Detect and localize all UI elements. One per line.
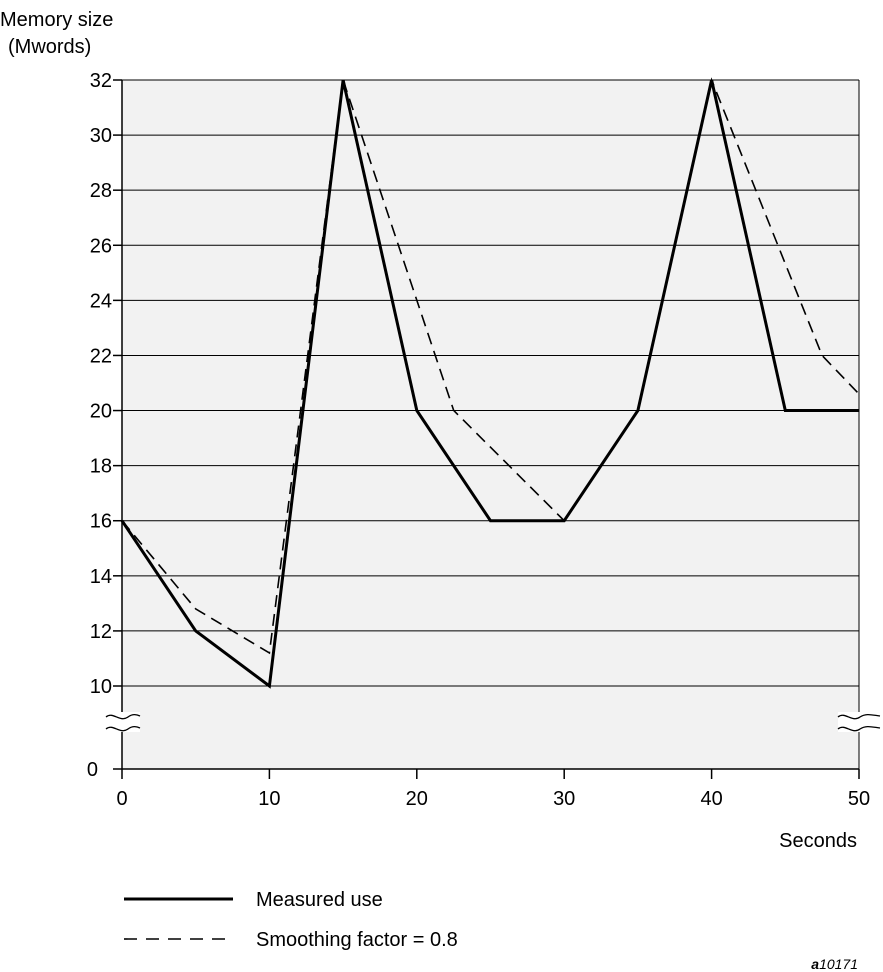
x-tick-labels: 0 10 20 30 40 50 [116, 769, 870, 810]
y-tick-label-28: 28 [90, 180, 112, 202]
y-tick-label-30: 30 [90, 125, 112, 147]
y-tick-label-26: 26 [90, 235, 112, 257]
x-tick-label-0: 0 [116, 788, 127, 810]
y-tick-label-0: 0 [87, 759, 98, 781]
y-tick-label-20: 20 [90, 401, 112, 423]
legend: Measured use Smoothing factor = 0.8 [124, 889, 458, 951]
x-tick-label-20: 20 [406, 788, 428, 810]
y-tick-label-12: 12 [90, 621, 112, 643]
legend-label-measured: Measured use [256, 889, 383, 911]
series-line-smoothing [121, 77, 860, 655]
y-axis-title-line1: Memory size [0, 9, 113, 31]
series-lines [120, 77, 860, 689]
y-tick-label-18: 18 [90, 456, 112, 478]
y-axis-title-line2: (Mwords) [8, 36, 91, 58]
x-tick-label-50: 50 [848, 788, 870, 810]
y-tick-label-24: 24 [90, 290, 112, 312]
y-axis-break-right [837, 712, 883, 732]
legend-label-smoothed: Smoothing factor = 0.8 [256, 929, 458, 951]
figure-id: a10171 [811, 956, 858, 972]
x-tick-label-10: 10 [258, 788, 280, 810]
y-tick-label-16: 16 [90, 511, 112, 533]
y-tick-label-14: 14 [90, 566, 112, 588]
x-axis-title: Seconds [779, 830, 857, 852]
x-tick-label-40: 40 [700, 788, 722, 810]
y-tick-labels: 10 12 14 16 18 20 22 24 26 28 30 32 0 [87, 70, 122, 781]
y-tick-label-22: 22 [90, 345, 112, 367]
y-tick-label-32: 32 [90, 70, 112, 92]
y-tick-label-10: 10 [90, 676, 112, 698]
figure-id-prefix: a [811, 956, 819, 972]
y-axis-break-left [100, 712, 141, 732]
figure-id-number: 10171 [819, 956, 858, 972]
plot-area [122, 80, 859, 769]
x-tick-label-30: 30 [553, 788, 575, 810]
series-line-measured-use [120, 79, 859, 689]
